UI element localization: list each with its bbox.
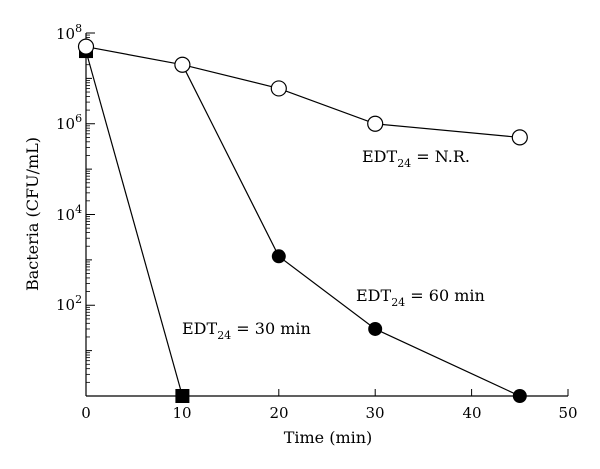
annotation-nr: EDT24 = N.R.	[362, 147, 470, 170]
annotation-60min: EDT24 = 60 min	[356, 286, 485, 309]
y-axis-title: Bacteria (CFU/mL)	[23, 137, 42, 291]
y-tick-label-4: 104	[56, 203, 82, 224]
data-point-open-circle	[77, 38, 95, 55]
data-point-open-circle	[270, 80, 287, 97]
data-point-open-circle	[174, 56, 191, 73]
series-line-nr	[85, 46, 520, 138]
x-tick-label-50: 50	[558, 404, 577, 422]
x-tick-label-20: 20	[269, 404, 288, 422]
series-line-60min	[181, 64, 521, 397]
y-major-ticks	[86, 32, 95, 352]
x-tick-label-40: 40	[462, 404, 481, 422]
x-tick-label-10: 10	[172, 404, 191, 422]
data-point-open-circle	[511, 129, 528, 146]
data-point-open-circle	[367, 115, 384, 132]
data-markers	[77, 38, 528, 403]
data-point-filled-circle	[271, 249, 286, 264]
annotation-30min: EDT24 = 30 min	[182, 319, 311, 342]
x-ticks	[85, 389, 569, 396]
data-point-filled-circle	[368, 321, 383, 336]
y-tick-label-8: 108	[56, 22, 82, 43]
x-tick-label-0: 0	[81, 404, 91, 422]
x-axis-title: Time (min)	[284, 428, 373, 447]
data-point-filled-circle	[512, 389, 527, 403]
series-line-30min	[85, 50, 183, 397]
y-tick-label-6: 106	[56, 112, 82, 133]
y-tick-label-2: 102	[56, 293, 82, 314]
x-tick-label-30: 30	[365, 404, 384, 422]
data-point-square	[175, 389, 190, 403]
